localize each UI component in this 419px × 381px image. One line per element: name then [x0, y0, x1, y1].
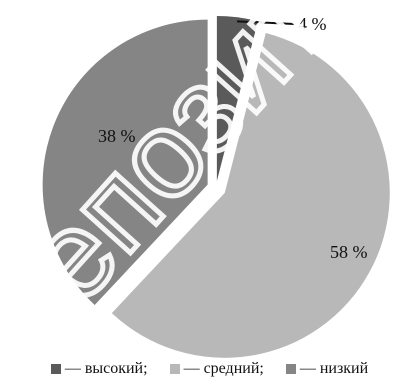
pie-slices [42, 16, 390, 358]
legend-item-medium: — средний; [169, 360, 264, 377]
pie-leader-high [237, 20, 295, 25]
legend: — высокий; — средний; — низкий [8, 359, 411, 379]
pie-slice-medium [111, 33, 390, 358]
legend-item-high: — высокий; [50, 360, 148, 377]
pie-slice-high [216, 16, 258, 182]
legend-label-low: — низкий [299, 360, 369, 377]
pie-label-high: 4 % [298, 14, 327, 34]
legend-swatch-medium [169, 364, 180, 374]
pie-label-medium: 58 % [330, 242, 368, 262]
pie-label-low: 38 % [98, 126, 136, 146]
pie-labels: 4 % 58 % 38 % [98, 14, 368, 262]
legend-swatch-high [50, 364, 61, 374]
pie-slice-low [42, 19, 208, 305]
legend-label-high: — высокий; [64, 360, 148, 377]
legend-label-medium: — средний; [183, 360, 264, 377]
legend-item-low: — низкий [285, 360, 369, 377]
legend-swatch-low [285, 364, 296, 374]
